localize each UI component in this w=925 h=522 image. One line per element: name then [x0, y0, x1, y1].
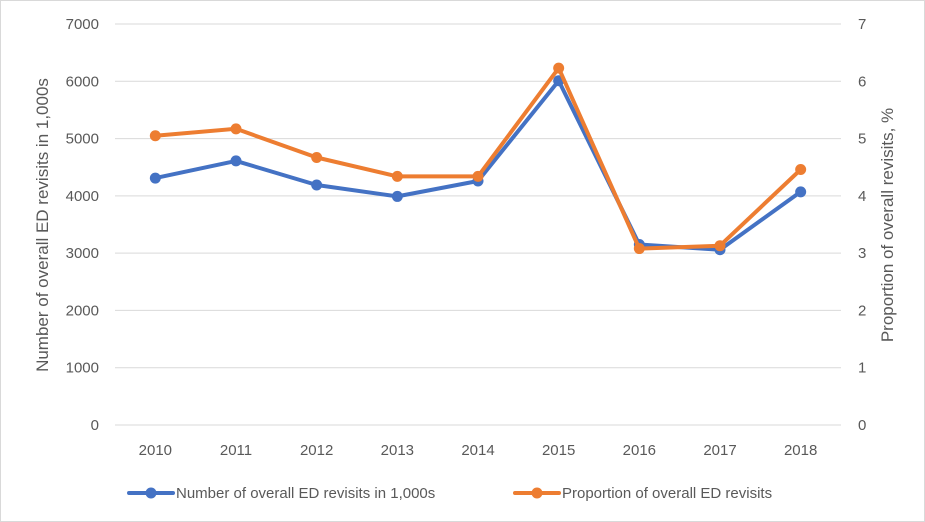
data-point — [149, 130, 161, 142]
left-tick-label: 0 — [91, 417, 99, 434]
data-point — [472, 170, 484, 182]
x-tick-label: 2013 — [381, 442, 414, 459]
data-point — [553, 62, 565, 74]
series-layer — [149, 62, 807, 256]
right-tick-label: 6 — [858, 73, 866, 90]
right-axis-title: Proportion of overall revisits, % — [878, 108, 897, 342]
legend: Number of overall ED revisits in 1,000s P… — [127, 485, 772, 502]
data-point — [391, 190, 403, 202]
x-tick-label: 2016 — [623, 442, 656, 459]
right-tick-label: 4 — [858, 188, 866, 205]
legend-label-1: Number of overall ED revisits in 1,000s — [176, 485, 435, 502]
legend-marker-2 — [531, 487, 543, 499]
legend-marker-1 — [145, 487, 157, 499]
right-tick-label: 3 — [858, 245, 866, 262]
right-tick-label: 7 — [858, 16, 866, 33]
data-point — [311, 179, 323, 191]
left-tick-label: 2000 — [66, 302, 99, 319]
left-tick-label: 3000 — [66, 245, 99, 262]
left-tick-label: 4000 — [66, 188, 99, 205]
data-point — [633, 243, 645, 255]
x-tick-label: 2017 — [703, 442, 736, 459]
data-point — [149, 172, 161, 184]
data-point — [230, 155, 242, 167]
x-tick-label: 2010 — [139, 442, 172, 459]
left-axis-ticks: 0 1000 2000 3000 4000 5000 6000 7000 — [66, 16, 99, 434]
right-tick-label: 5 — [858, 131, 866, 148]
x-tick-label: 2015 — [542, 442, 575, 459]
data-point — [795, 186, 807, 198]
x-tick-label: 2018 — [784, 442, 817, 459]
left-tick-label: 5000 — [66, 131, 99, 148]
x-tick-label: 2012 — [300, 442, 333, 459]
right-axis-ticks: 0 1 2 3 4 5 6 7 — [858, 16, 866, 434]
x-axis-ticks: 2010 2011 2012 2013 2014 2015 2016 2017 2018 — [139, 442, 818, 459]
right-tick-label: 1 — [858, 360, 866, 377]
data-point — [311, 151, 323, 163]
data-point — [714, 240, 726, 252]
left-axis-title: Number of overall ED revisits in 1,000s — [33, 78, 52, 372]
gridlines — [115, 23, 841, 426]
data-point — [795, 164, 807, 176]
left-tick-label: 6000 — [66, 73, 99, 90]
left-tick-label: 1000 — [66, 360, 99, 377]
left-tick-label: 7000 — [66, 16, 99, 33]
right-tick-label: 0 — [858, 417, 866, 434]
legend-label-2: Proportion of overall ED revisits — [562, 485, 772, 502]
data-point — [230, 123, 242, 135]
right-tick-label: 2 — [858, 302, 866, 319]
series-line-1 — [153, 78, 803, 252]
x-tick-label: 2011 — [220, 442, 252, 459]
data-point — [391, 170, 403, 182]
series-line-2 — [153, 66, 803, 251]
x-tick-label: 2014 — [461, 442, 494, 459]
